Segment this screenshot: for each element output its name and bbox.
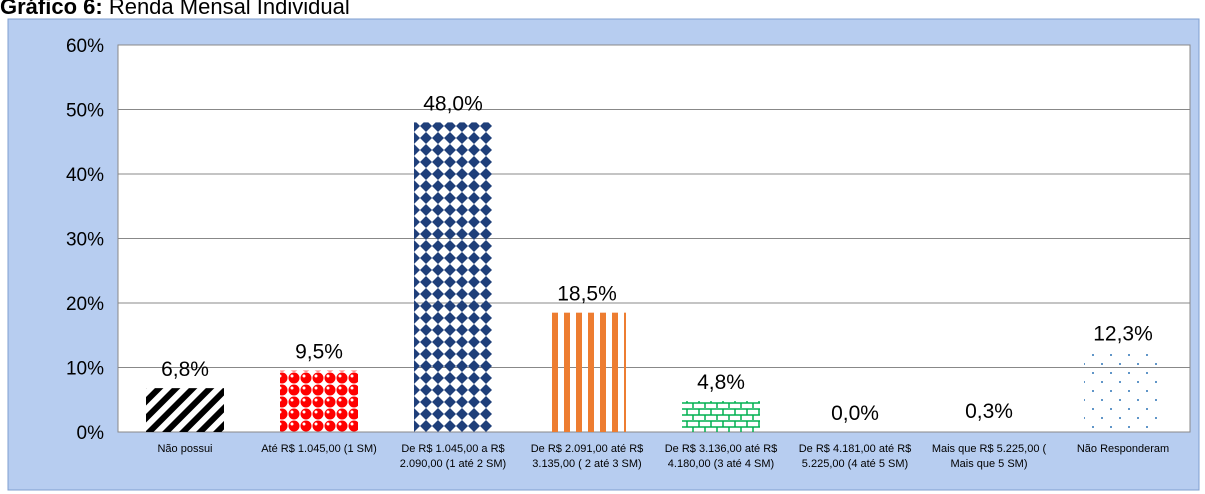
x-tick-label: De R$ 1.045,00 a R$ 2.090,00 (1 até 2 SM…	[399, 443, 507, 470]
y-tick-label: 50%	[66, 101, 104, 122]
x-tick-label: Não Responderam	[1076, 443, 1170, 455]
data-label: 9,5%	[295, 341, 343, 364]
data-label: 0,3%	[965, 400, 1013, 423]
data-label: 6,8%	[161, 358, 209, 381]
bar	[414, 122, 492, 433]
y-tick-label: 10%	[66, 359, 104, 380]
data-label: 12,3%	[1093, 323, 1153, 346]
bar	[280, 370, 358, 432]
data-label: 0,0%	[831, 402, 879, 425]
x-tick-label: De R$ 4.181,00 até R$ 5.225,00 (4 até 5 …	[798, 443, 912, 470]
y-tick-label: 0%	[77, 423, 105, 444]
y-tick-label: 20%	[66, 294, 104, 315]
x-tick-label: Não possui	[157, 443, 213, 455]
bar	[950, 430, 1028, 432]
x-tick-label: Mais que R$ 5.225,00 ( Mais que 5 SM)	[931, 443, 1047, 470]
y-tick-label: 60%	[66, 36, 104, 57]
data-label: 18,5%	[557, 283, 617, 306]
title-label: Gráfico 6:	[0, 0, 103, 19]
x-tick-label: De R$ 3.136,00 até R$ 4.180,00 (3 até 4 …	[664, 443, 778, 470]
chart-title: Gráfico 6: Renda Mensal Individual	[0, 0, 350, 19]
bar	[1084, 352, 1162, 432]
title-text: Renda Mensal Individual	[109, 0, 350, 19]
y-tick-label: 40%	[66, 165, 104, 186]
bar	[548, 312, 626, 432]
data-label: 4,8%	[697, 371, 745, 394]
bar	[146, 388, 224, 432]
x-tick-label: De R$ 2.091,00 até R$ 3.135,00 ( 2 até 3…	[530, 443, 644, 470]
data-label: 48,0%	[423, 92, 483, 115]
y-tick-label: 30%	[66, 230, 104, 251]
x-tick-label: Até R$ 1.045,00 (1 SM)	[261, 443, 377, 455]
bar	[682, 401, 760, 432]
